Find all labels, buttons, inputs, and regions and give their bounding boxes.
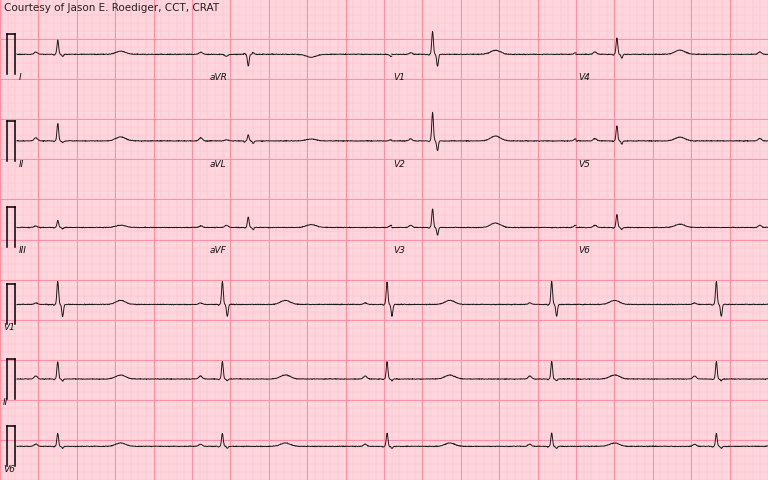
Text: aVL: aVL xyxy=(210,159,226,168)
Text: V2: V2 xyxy=(394,159,406,168)
Text: Courtesy of Jason E. Roediger, CCT, CRAT: Courtesy of Jason E. Roediger, CCT, CRAT xyxy=(4,3,219,13)
Text: II: II xyxy=(19,159,24,168)
Text: V3: V3 xyxy=(394,246,406,255)
Text: aVF: aVF xyxy=(210,246,226,255)
Text: aVR: aVR xyxy=(210,73,227,82)
Text: V6: V6 xyxy=(578,246,590,255)
Text: V6: V6 xyxy=(3,464,15,473)
Text: V5: V5 xyxy=(578,159,590,168)
Text: V1: V1 xyxy=(394,73,406,82)
Text: V1: V1 xyxy=(3,323,15,332)
Text: I: I xyxy=(19,73,22,82)
Text: II: II xyxy=(3,397,8,406)
Text: V4: V4 xyxy=(578,73,590,82)
Text: III: III xyxy=(19,246,27,255)
